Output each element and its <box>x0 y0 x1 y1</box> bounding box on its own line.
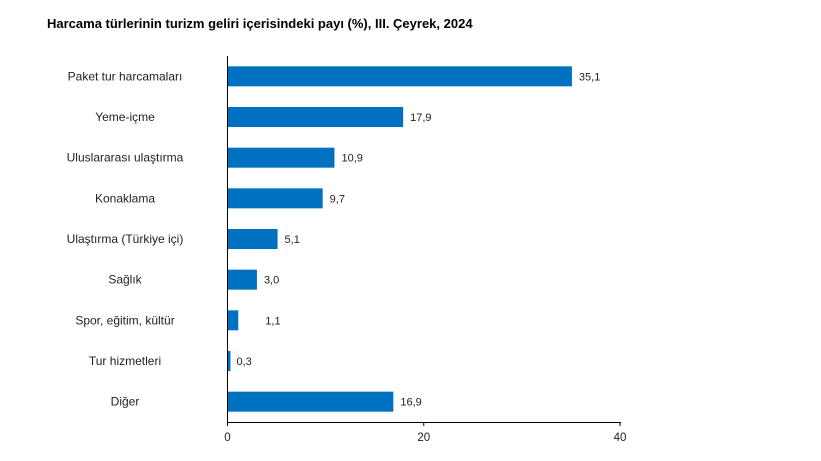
x-tick-label: 20 <box>417 432 430 444</box>
x-tick-label: 40 <box>614 432 627 444</box>
category-label: Konaklama <box>95 191 155 205</box>
category-label: Uluslararası ulaştırma <box>67 151 184 165</box>
value-label: 3,0 <box>264 275 279 287</box>
bar <box>227 147 335 168</box>
bar <box>227 229 278 249</box>
category-label: Spor, eğitim, kültür <box>75 313 174 327</box>
bar <box>227 310 239 331</box>
category-label: Yeme-içme <box>95 110 155 124</box>
value-label: 17,9 <box>410 112 431 124</box>
category-label: Ulaştırma (Türkiye içi) <box>67 232 184 246</box>
value-label: 9,7 <box>330 193 345 205</box>
category-label: Paket tur harcamaları <box>68 69 183 83</box>
bar <box>227 66 572 87</box>
category-label: Sağlık <box>108 273 142 287</box>
category-label: Tur hizmetleri <box>89 354 161 368</box>
bar <box>227 391 394 412</box>
bar <box>227 107 404 127</box>
value-label: 5,1 <box>285 234 300 246</box>
bar <box>227 269 257 290</box>
value-label: 1,1 <box>265 315 280 327</box>
chart-title: Harcama türlerinin turizm geliri içerisi… <box>47 16 473 31</box>
value-label: 16,9 <box>400 397 421 409</box>
value-label: 0,3 <box>236 356 251 368</box>
x-tick-label: 0 <box>224 432 230 444</box>
bar <box>227 188 323 209</box>
value-label: 10,9 <box>341 153 362 165</box>
value-label: 35,1 <box>579 71 600 83</box>
category-label: Diğer <box>111 395 140 409</box>
bar <box>227 351 231 371</box>
